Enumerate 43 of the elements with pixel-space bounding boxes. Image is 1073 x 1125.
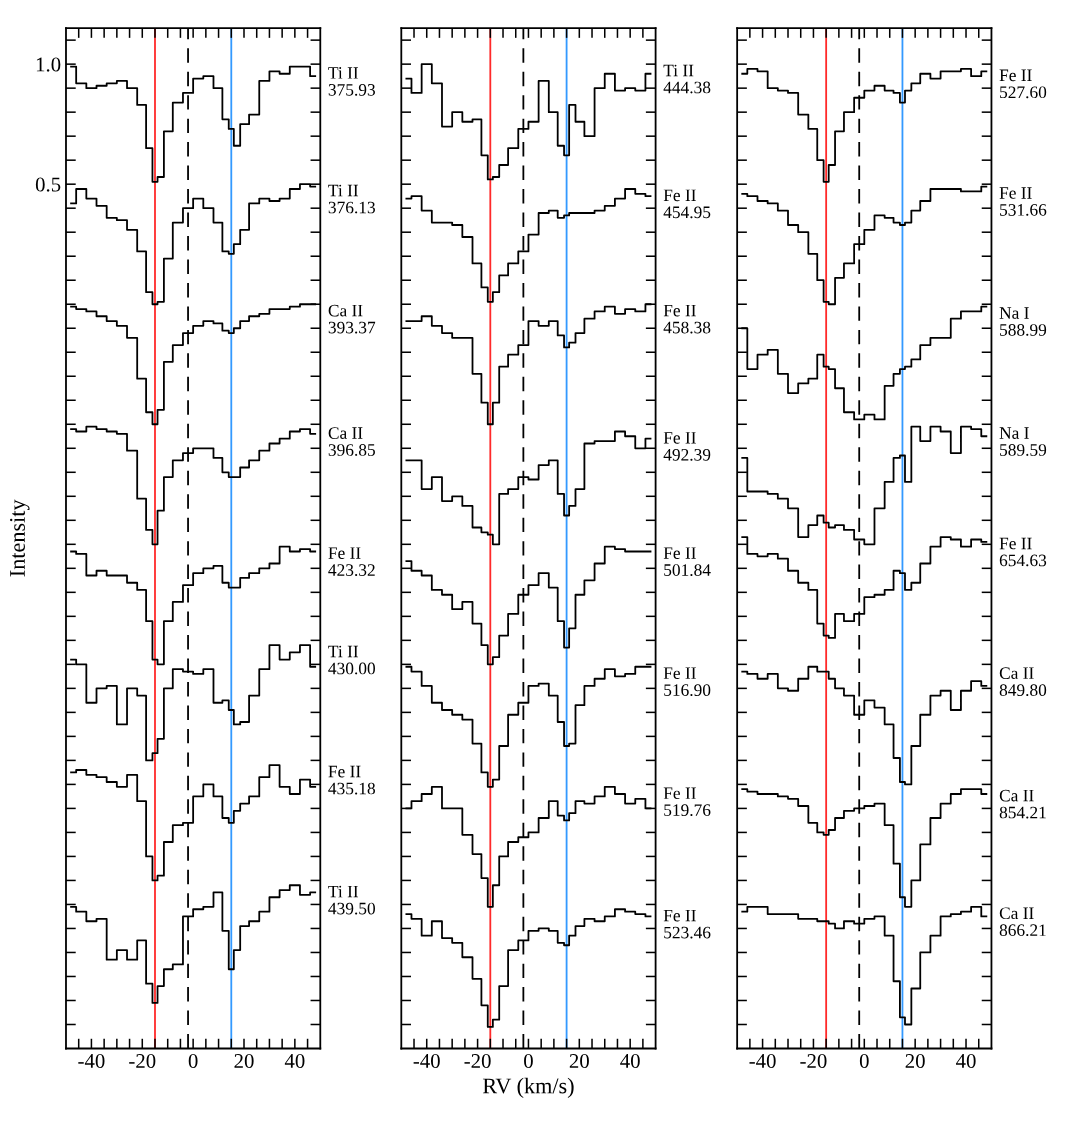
legend-label: Fe II 492.39 (663, 432, 711, 461)
y-axis-title: Intensity (10, 499, 30, 577)
legend-label: Fe II 458.38 (663, 304, 711, 334)
x-axis-title: RV (km/s) (482, 1077, 574, 1098)
legend-label: Fe II 654.63 (999, 537, 1047, 567)
legend-label: Ca II 866.21 (999, 907, 1046, 937)
x-tick-label: -40 (413, 1053, 440, 1069)
x-tick-label: 0 (859, 1053, 869, 1069)
x-tick-label: -20 (464, 1053, 491, 1069)
legend-label: Ca II 393.37 (328, 304, 376, 334)
x-tick-label: 40 (284, 1053, 305, 1069)
x-tick-label: 20 (234, 1053, 254, 1069)
legend-label: Ti II 439.50 (328, 885, 375, 915)
legend-label: Na I 588.99 (999, 307, 1047, 336)
x-tick-label: -40 (78, 1053, 105, 1069)
legend-label: Na I 589.59 (999, 427, 1047, 456)
legend-label: Fe II 519.76 (663, 787, 711, 817)
legend-label: Fe II 516.90 (663, 667, 711, 696)
legend-label: Ca II 854.21 (999, 789, 1046, 819)
x-tick-label: 20 (905, 1053, 925, 1069)
x-tick-label: 20 (569, 1053, 589, 1069)
legend-label: Ti II 375.93 (328, 67, 375, 96)
legend-label: Ca II 849.80 (999, 667, 1047, 696)
legend-label: Ca II 396.85 (328, 427, 375, 456)
legend-label: Fe II 531.66 (999, 187, 1047, 216)
x-tick-label: -20 (129, 1053, 156, 1069)
y-tick-label: 0.5 (35, 177, 61, 192)
x-tick-label: 40 (956, 1053, 976, 1069)
x-tick-label: 0 (524, 1053, 533, 1069)
legend-label: Ti II 376.13 (328, 184, 375, 214)
legend-label: Fe II 501.84 (663, 547, 711, 576)
x-tick-label: 0 (188, 1053, 198, 1069)
legend-label: Fe II 423.32 (328, 547, 375, 576)
legend-label: Fe II 435.18 (328, 765, 375, 795)
legend-label: Fe II 454.95 (663, 189, 711, 219)
legend-label: Ti II 444.38 (663, 64, 711, 94)
x-tick-label: 40 (620, 1053, 640, 1069)
legend-label: Fe II 527.60 (999, 69, 1047, 99)
x-tick-label: -20 (800, 1053, 827, 1069)
x-tick-label: -40 (749, 1053, 776, 1069)
y-tick-label: 1.0 (36, 57, 61, 72)
legend-label: Ti II 430.00 (328, 645, 375, 675)
legend-label: Fe II 523.46 (663, 909, 711, 939)
